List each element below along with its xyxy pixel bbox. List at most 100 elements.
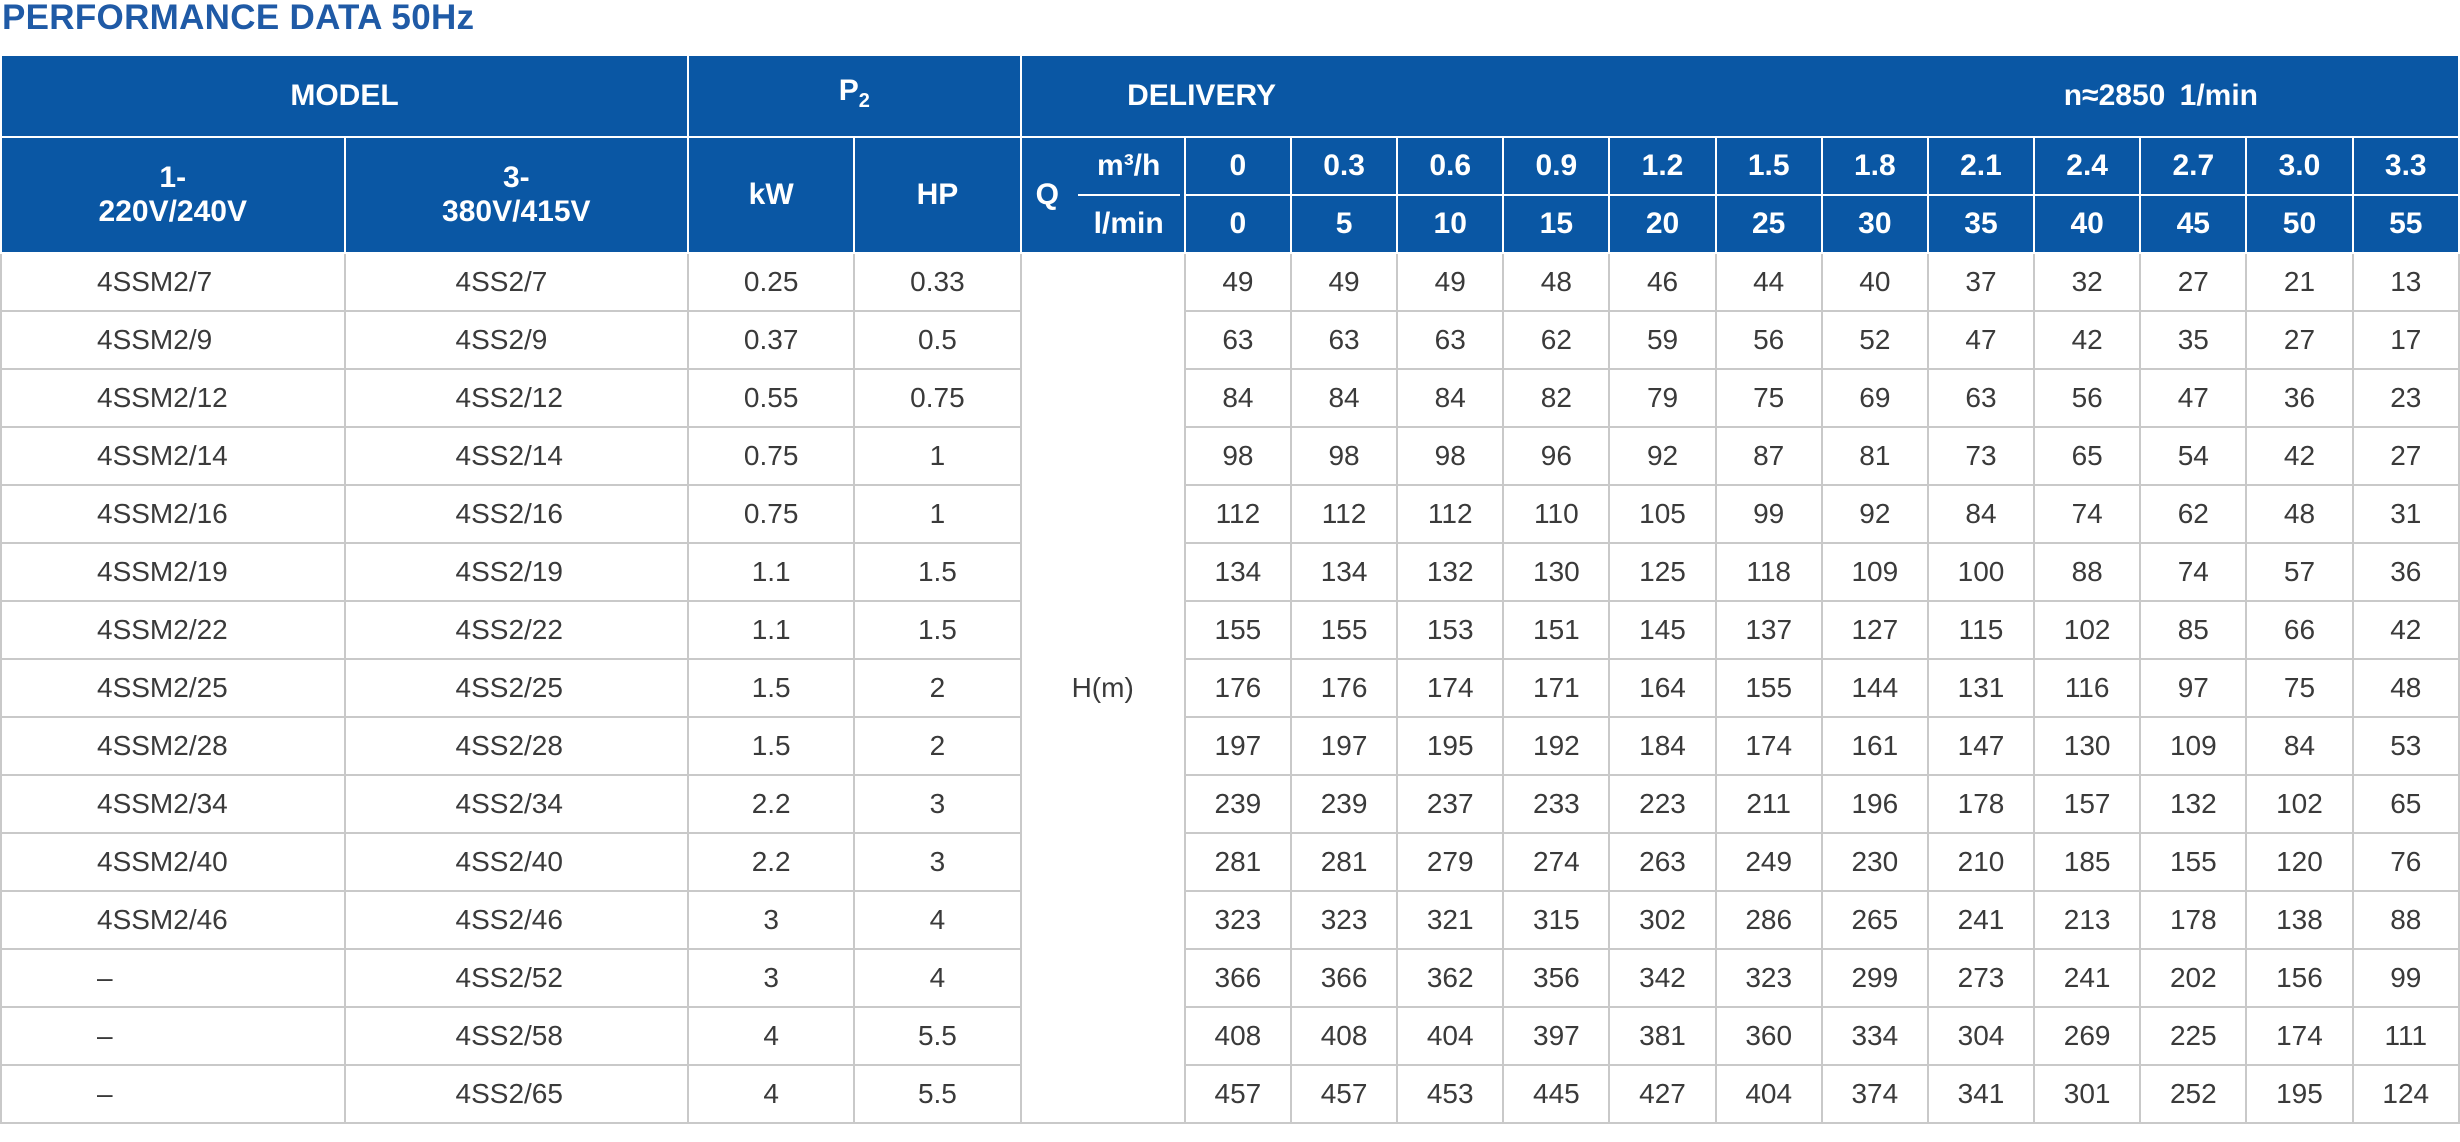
head-value: 323 (1289, 890, 1399, 950)
head-value: 210 (1926, 832, 2036, 892)
head-value: 137 (1714, 600, 1823, 660)
head-value: 427 (1608, 1064, 1717, 1124)
head-value: 127 (1820, 600, 1929, 660)
head-value: 65 (2351, 774, 2460, 834)
head-value: 100 (1926, 542, 2036, 602)
three-phase-model: 4SS2/12 (343, 368, 690, 428)
head-value: 233 (1502, 774, 1611, 834)
head-value: 84 (2245, 716, 2354, 776)
head-value: 178 (1926, 774, 2036, 834)
flow-lmin-cell: 15 (1502, 194, 1611, 254)
flow-lmin-cell: 50 (2245, 194, 2354, 254)
head-value: 27 (2351, 426, 2460, 486)
flow-m3h-cell: 0.6 (1396, 136, 1505, 196)
head-value: 223 (1608, 774, 1717, 834)
flow-m3h-cell: 3.0 (2245, 136, 2354, 196)
flow-lmin-cell: 55 (2351, 194, 2460, 254)
three-phase-line1: 3- (502, 161, 530, 194)
head-value: 334 (1820, 1006, 1929, 1066)
head-value: 239 (1183, 774, 1292, 834)
head-value: 457 (1183, 1064, 1292, 1124)
p2-header: P2 (687, 54, 1022, 138)
delivery-header: DELIVERY n≈2850 1/min (1019, 54, 2460, 138)
head-value: 48 (1502, 252, 1611, 312)
flow-m3h-cell: 1.2 (1608, 136, 1717, 196)
single-phase-model: 4SSM2/19 (0, 542, 346, 602)
power-kw: 3 (687, 890, 856, 950)
table-row: 4SSM2/40 4SS2/40 2.2 3 281 281 279 274 263 249 230… (0, 832, 2460, 892)
head-value: 130 (2033, 716, 2142, 776)
head-value: 42 (2245, 426, 2354, 486)
power-hp: 0.5 (853, 310, 1022, 370)
table-row: 4SSM2/16 4SS2/16 0.75 1 112 112 112 110 105 99 92 8… (0, 484, 2460, 544)
head-value: 362 (1396, 948, 1505, 1008)
head-value: 302 (1608, 890, 1717, 950)
head-value: 40 (1820, 252, 1929, 312)
head-value: 155 (1714, 658, 1823, 718)
head-value: 252 (2139, 1064, 2248, 1124)
power-hp: 4 (853, 890, 1022, 950)
head-value: 53 (2351, 716, 2460, 776)
head-value: 197 (1183, 716, 1292, 776)
head-value: 366 (1183, 948, 1292, 1008)
head-value: 57 (2245, 542, 2354, 602)
p2-subscript: 2 (858, 90, 870, 112)
head-value: 56 (2033, 368, 2142, 428)
head-value: 130 (1502, 542, 1611, 602)
head-value: 301 (2033, 1064, 2142, 1124)
head-value: 273 (1926, 948, 2036, 1008)
head-value: 69 (1820, 368, 1929, 428)
head-value: 84 (1289, 368, 1399, 428)
single-phase-model: – (0, 948, 346, 1008)
head-value: 132 (1396, 542, 1505, 602)
single-phase-model: 4SSM2/14 (0, 426, 346, 486)
head-value: 79 (1608, 368, 1717, 428)
head-value: 457 (1289, 1064, 1399, 1124)
power-hp: 5.5 (853, 1064, 1022, 1124)
single-phase-model: 4SSM2/25 (0, 658, 346, 718)
flow-m3h-cell: 2.1 (1926, 136, 2036, 196)
power-kw: 0.37 (687, 310, 856, 370)
power-hp: 2 (853, 716, 1022, 776)
single-phase-model: 4SSM2/28 (0, 716, 346, 776)
power-hp: 3 (853, 774, 1022, 834)
table-row: 4SSM2/34 4SS2/34 2.2 3 239 239 237 233 223 211 196… (0, 774, 2460, 834)
head-label: H(m) (1019, 252, 1186, 1124)
head-value: 98 (1289, 426, 1399, 486)
head-value: 73 (1926, 426, 2036, 486)
head-value: 36 (2351, 542, 2460, 602)
head-value: 49 (1396, 252, 1505, 312)
head-value: 17 (2351, 310, 2460, 370)
single-phase-model: – (0, 1064, 346, 1124)
head-value: 118 (1714, 542, 1823, 602)
head-value: 112 (1289, 484, 1399, 544)
head-value: 96 (1502, 426, 1611, 486)
flow-m3h-cell: 0.3 (1289, 136, 1399, 196)
flow-m3h-cell: 0 (1183, 136, 1292, 196)
power-hp: 4 (853, 948, 1022, 1008)
head-value: 381 (1608, 1006, 1717, 1066)
head-value: 88 (2351, 890, 2460, 950)
single-phase-line2: 220V/240V (98, 195, 247, 228)
head-value: 120 (2245, 832, 2354, 892)
three-phase-model: 4SS2/40 (343, 832, 690, 892)
power-kw: 2.2 (687, 832, 856, 892)
head-value: 88 (2033, 542, 2142, 602)
head-value: 81 (1820, 426, 1929, 486)
head-value: 174 (1714, 716, 1823, 776)
model-header: MODEL (0, 54, 690, 138)
power-hp: 2 (853, 658, 1022, 718)
head-value: 453 (1396, 1064, 1505, 1124)
head-value: 49 (1289, 252, 1399, 312)
head-value: 92 (1608, 426, 1717, 486)
three-phase-model: 4SS2/7 (343, 252, 690, 312)
head-value: 321 (1396, 890, 1505, 950)
table-row: 4SSM2/9 4SS2/9 0.37 0.5 63 63 63 62 59 56 52 47 42 35… (0, 310, 2460, 370)
three-phase-model: 4SS2/58 (343, 1006, 690, 1066)
three-phase-model: 4SS2/65 (343, 1064, 690, 1124)
head-value: 342 (1608, 948, 1717, 1008)
head-value: 27 (2139, 252, 2248, 312)
power-hp: 1 (853, 426, 1022, 486)
head-value: 196 (1820, 774, 1929, 834)
head-value: 249 (1714, 832, 1823, 892)
